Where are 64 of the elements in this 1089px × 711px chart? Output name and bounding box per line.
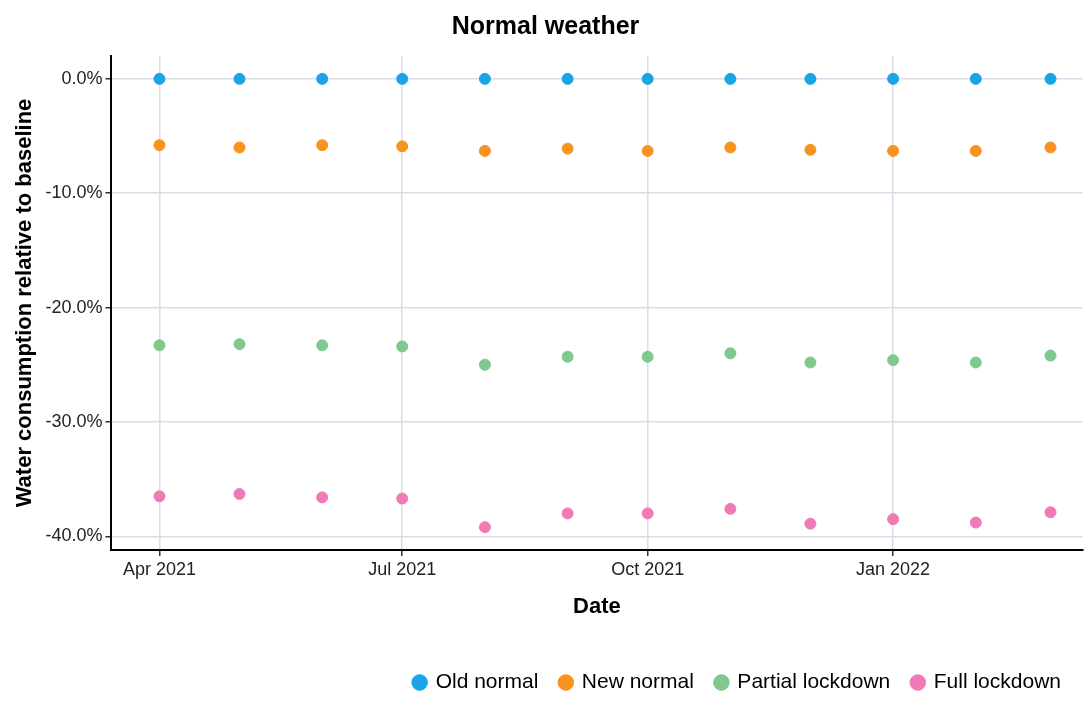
point xyxy=(316,339,329,352)
point xyxy=(396,140,409,153)
point xyxy=(478,144,491,157)
point xyxy=(396,340,409,353)
y-tick-label: -40.0% xyxy=(45,525,103,546)
point xyxy=(396,72,409,85)
point xyxy=(804,72,817,85)
x-tick-label: Jan 2022 xyxy=(856,558,931,579)
y-tick-label: -10.0% xyxy=(45,182,103,203)
point xyxy=(153,339,166,352)
y-tick-label: -30.0% xyxy=(45,410,103,431)
x-tick-label: Oct 2021 xyxy=(611,558,685,579)
point xyxy=(233,338,246,351)
point xyxy=(1044,349,1057,362)
legend-label: Old normal xyxy=(435,669,539,693)
point xyxy=(1044,141,1057,154)
legend-label: Full lockdown xyxy=(933,669,1062,693)
point xyxy=(153,72,166,85)
point xyxy=(724,502,737,515)
point xyxy=(969,356,982,369)
x-tick-label: Jul 2021 xyxy=(368,558,437,579)
point xyxy=(561,72,574,85)
point xyxy=(396,492,409,505)
legend-label: Partial lockdown xyxy=(737,669,891,693)
legend-label: New normal xyxy=(581,669,694,693)
chart-title: Normal weather xyxy=(451,10,640,39)
point xyxy=(804,143,817,156)
point xyxy=(641,144,654,157)
point xyxy=(316,72,329,85)
point xyxy=(887,513,900,526)
point xyxy=(478,72,491,85)
y-axis-title: Water consumption relative to baseline xyxy=(11,98,37,508)
point xyxy=(804,356,817,369)
point xyxy=(316,491,329,504)
point xyxy=(233,487,246,500)
point xyxy=(641,507,654,520)
point xyxy=(478,521,491,534)
point xyxy=(561,350,574,363)
point xyxy=(316,139,329,152)
point xyxy=(153,139,166,152)
point xyxy=(641,350,654,363)
point xyxy=(724,141,737,154)
point xyxy=(561,142,574,155)
x-axis-title: Date xyxy=(573,592,621,618)
point xyxy=(724,72,737,85)
point xyxy=(887,72,900,85)
point xyxy=(153,490,166,503)
x-tick-label: Apr 2021 xyxy=(122,558,196,579)
point xyxy=(233,141,246,154)
point xyxy=(804,517,817,530)
point xyxy=(969,144,982,157)
point xyxy=(887,354,900,367)
y-tick-label: 0.0% xyxy=(61,67,103,88)
point xyxy=(1044,506,1057,519)
point xyxy=(724,347,737,360)
point xyxy=(478,358,491,371)
y-tick-label: -20.0% xyxy=(45,296,103,317)
point xyxy=(641,72,654,85)
point xyxy=(969,72,982,85)
point xyxy=(887,144,900,157)
point xyxy=(1044,72,1057,85)
point xyxy=(969,516,982,529)
point xyxy=(233,72,246,85)
point xyxy=(561,507,574,520)
